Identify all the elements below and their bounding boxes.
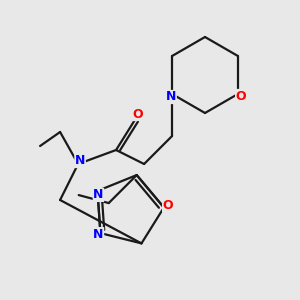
Text: O: O: [163, 199, 173, 212]
Text: N: N: [75, 154, 85, 167]
Text: N: N: [93, 228, 103, 241]
Text: N: N: [93, 188, 104, 201]
Text: N: N: [166, 91, 176, 103]
Text: O: O: [133, 107, 143, 121]
Text: O: O: [236, 89, 246, 103]
